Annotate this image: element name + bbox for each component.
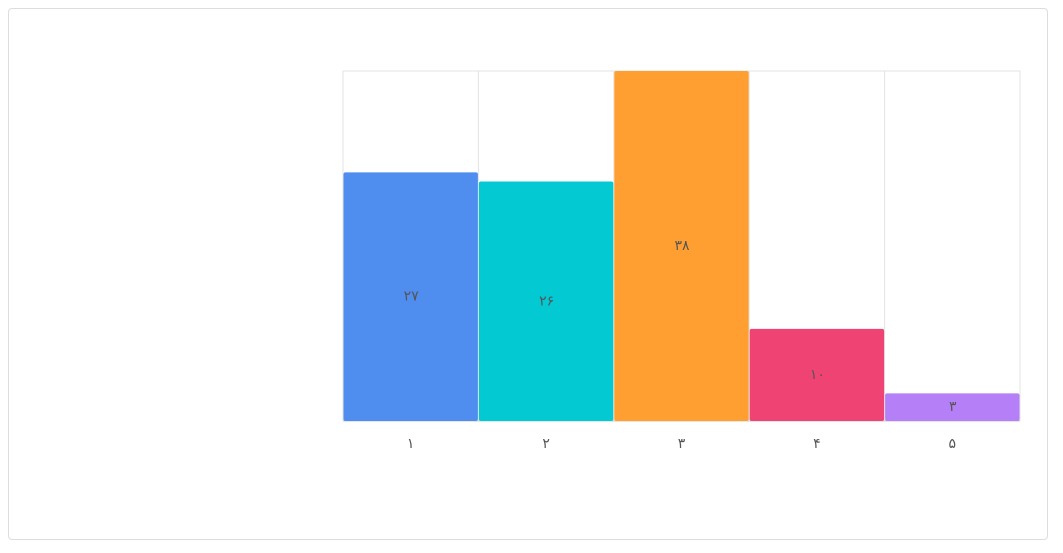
value-label: ۲۷ (404, 289, 420, 305)
value-label: ۲۶ (539, 293, 554, 309)
value-label: ۳ (949, 399, 957, 415)
value-label: ۱۰ (810, 367, 825, 383)
x-tick-label: ۱ (407, 436, 415, 452)
x-tick-label: ۳ (678, 436, 686, 452)
x-tick-label: ۵ (949, 436, 957, 452)
x-tick-label: ۲ (542, 436, 550, 452)
x-tick-label: ۴ (813, 436, 821, 452)
bar (614, 71, 749, 421)
bar (478, 181, 614, 421)
bar (885, 393, 1020, 421)
bar (749, 328, 885, 421)
bar (343, 172, 478, 421)
card (8, 8, 1048, 540)
value-label: ۳۸ (674, 238, 690, 254)
